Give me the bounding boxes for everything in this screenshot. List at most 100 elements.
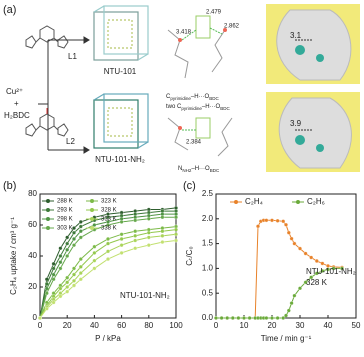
ligand-label: L2 — [66, 137, 75, 146]
data-point — [51, 272, 56, 277]
data-point — [78, 277, 83, 282]
reagent: H₂BDC — [4, 111, 30, 120]
fragment-bottom — [167, 117, 233, 157]
data-point — [160, 233, 165, 238]
legend-marker — [90, 226, 94, 230]
data-point — [51, 266, 56, 271]
data-point — [58, 260, 63, 265]
framework-label: NTU-101-NH₂ — [95, 155, 145, 164]
data-point — [65, 241, 70, 246]
data-point — [72, 243, 76, 248]
data-point — [106, 257, 110, 262]
data-point — [284, 313, 288, 318]
ligand-l1 — [25, 25, 69, 49]
data-point — [309, 275, 314, 280]
data-point — [146, 216, 151, 221]
data-point — [236, 316, 241, 320]
text-part: BDC — [209, 96, 219, 101]
data-point — [58, 266, 63, 271]
data-point — [340, 266, 344, 271]
data-point — [106, 249, 110, 254]
data-point — [78, 219, 83, 224]
legend-marker — [46, 199, 50, 203]
x-tick-label: 0 — [214, 321, 219, 330]
y-tick-label: 0.0 — [202, 313, 214, 322]
data-point — [270, 316, 274, 320]
text-part: C — [166, 94, 171, 100]
data-point — [72, 226, 76, 231]
data-point — [92, 250, 97, 255]
data-point — [78, 257, 83, 262]
data-point — [303, 280, 308, 285]
data-point — [174, 227, 178, 232]
distance: 3.418 — [176, 30, 192, 36]
panel-label: (a) — [3, 4, 16, 16]
annotation: NTU-101-NH₂ — [306, 267, 356, 276]
data-point — [133, 218, 138, 223]
legend-label: C₂H₄ — [245, 197, 263, 206]
data-point — [119, 250, 124, 255]
panel-label: (b) — [3, 180, 16, 192]
y-tick-label: 0 — [33, 313, 38, 322]
data-point — [270, 218, 274, 223]
interaction-label: NNH2–H···OBDC — [178, 166, 220, 173]
text-part: BDC — [210, 168, 220, 173]
data-point — [78, 229, 83, 234]
data-point — [298, 286, 302, 291]
data-point — [119, 243, 124, 248]
data-point — [65, 280, 70, 285]
series-line — [39, 210, 176, 319]
x-tick-label: 80 — [144, 321, 153, 330]
data-point — [78, 224, 83, 229]
data-point — [303, 251, 308, 256]
data-point — [146, 230, 151, 235]
data-point — [331, 266, 336, 271]
distance: 2.479 — [206, 10, 222, 16]
pore-bottom — [266, 92, 360, 172]
annotation: NTU-101-NH₂ — [120, 291, 170, 300]
text-part: NH2 — [182, 168, 191, 173]
data-point — [58, 254, 63, 258]
data-point — [275, 316, 280, 320]
legend-label: 288 K — [57, 199, 73, 205]
data-point — [106, 236, 110, 241]
y-tick-label: 2.5 — [202, 189, 214, 198]
interaction-label: Cpyrimidine–H···OBDC — [166, 94, 219, 101]
data-point — [106, 215, 110, 220]
data-point — [72, 230, 76, 235]
data-point — [289, 236, 294, 241]
series-line — [39, 216, 176, 319]
data-point — [289, 301, 294, 306]
distance: 2.384 — [186, 140, 202, 146]
text-part: pyrimidine — [181, 106, 202, 111]
data-point — [320, 268, 325, 273]
y-tick-label: 1.5 — [202, 239, 214, 248]
data-point — [174, 215, 178, 220]
data-point — [44, 306, 49, 311]
data-point — [281, 219, 286, 224]
data-point — [309, 255, 314, 260]
framework-label: NTU-101 — [104, 67, 137, 76]
y-axis-label: C₂H₄ uptake / cm³ g⁻¹ — [9, 217, 18, 295]
data-point — [44, 291, 49, 296]
plot-frame — [215, 193, 357, 319]
data-point — [160, 215, 165, 220]
data-point — [247, 316, 252, 320]
data-point — [119, 232, 124, 237]
data-point — [51, 300, 56, 305]
annotation: 328 K — [306, 278, 328, 287]
data-point — [92, 223, 97, 227]
data-point — [214, 316, 218, 320]
legend-marker — [46, 217, 50, 221]
legend-marker — [90, 199, 94, 203]
data-point — [225, 316, 230, 320]
x-axis-label: Time / min g⁻¹ — [261, 334, 312, 343]
text-part: –H···O — [191, 166, 210, 172]
pore-top — [266, 4, 360, 84]
data-point — [292, 293, 297, 298]
data-point — [65, 235, 70, 240]
x-tick-label: 100 — [169, 321, 183, 330]
data-point — [51, 277, 56, 282]
data-point — [106, 223, 110, 227]
